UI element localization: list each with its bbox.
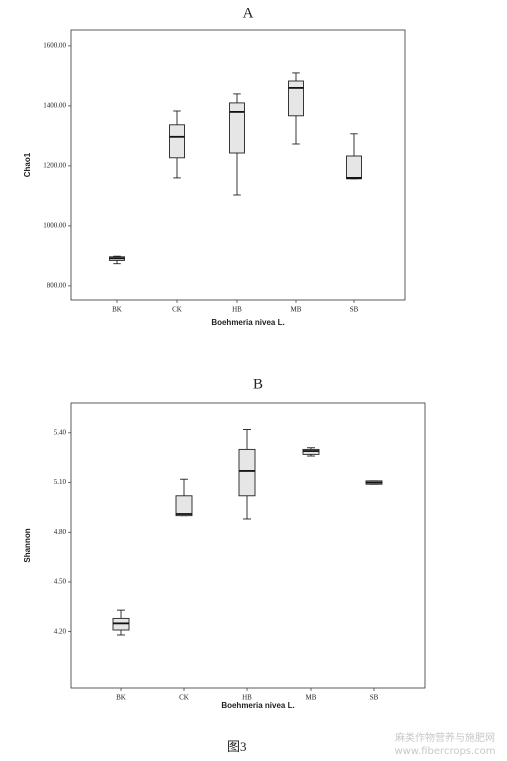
x-tick-label: SB (350, 306, 359, 314)
box (229, 102, 245, 154)
y-tick-label: 1200.00 (43, 162, 66, 170)
watermark: 麻类作物营养与施肥网 (395, 731, 495, 744)
figure-caption: 图3 (227, 739, 247, 754)
chart-title: B (253, 376, 263, 392)
x-tick-label: BK (112, 306, 122, 314)
watermark: www.fibercrops.com (394, 746, 495, 757)
box (346, 155, 362, 180)
x-tick-label: HB (242, 694, 252, 702)
x-tick-label: SB (370, 694, 379, 702)
x-tick-label: CK (172, 306, 182, 314)
y-axis-label: Chao1 (23, 152, 32, 177)
x-tick-label: MB (291, 306, 302, 314)
box (169, 124, 185, 159)
x-tick-label: BK (116, 694, 126, 702)
x-tick-label: CK (179, 694, 189, 702)
box (238, 448, 256, 497)
y-tick-label: 1000.00 (43, 222, 66, 230)
box (288, 80, 304, 117)
box (175, 495, 193, 517)
x-tick-label: MB (306, 694, 317, 702)
y-tick-label: 5.40 (54, 428, 67, 436)
y-tick-label: 4.50 (54, 578, 67, 586)
plot-frame (70, 402, 426, 689)
chart-title: A (243, 5, 254, 21)
y-tick-label: 1600.00 (43, 42, 66, 50)
y-tick-label: 4.80 (54, 528, 67, 536)
x-tick-label: HB (232, 306, 242, 314)
y-tick-label: 800.00 (47, 282, 67, 290)
x-axis-label: Boehmeria nivea L. (211, 318, 284, 327)
plot-frame (70, 29, 406, 301)
y-axis-label: Shannon (23, 528, 32, 562)
y-tick-label: 1400.00 (43, 102, 66, 110)
x-axis-label: Boehmeria nivea L. (221, 701, 294, 710)
y-tick-label: 4.20 (54, 627, 67, 635)
y-tick-label: 5.10 (54, 478, 67, 486)
